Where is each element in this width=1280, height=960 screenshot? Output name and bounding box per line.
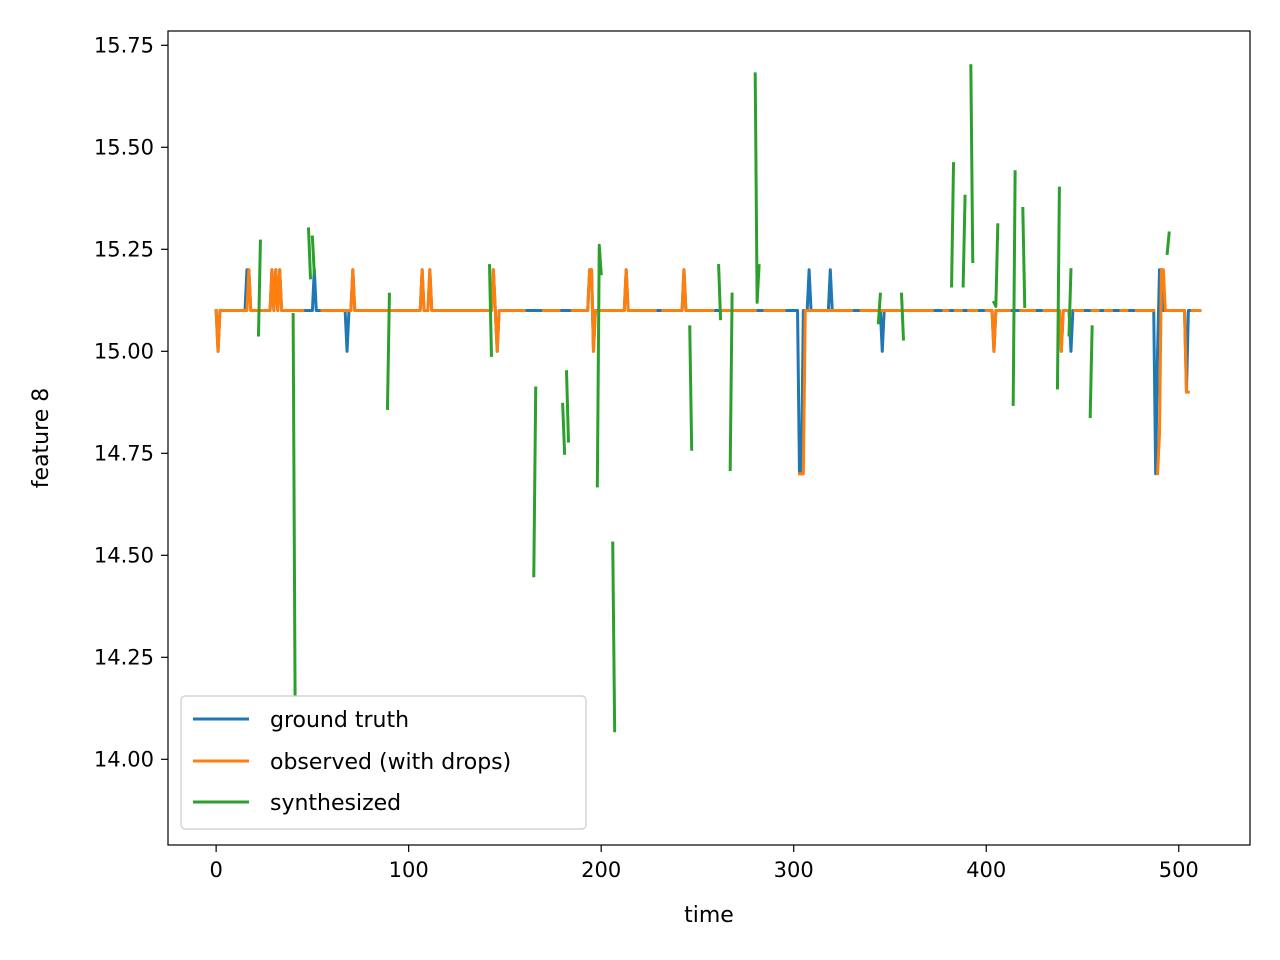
series-synthesized-segment — [876, 292, 882, 325]
series-synthesized-segment — [595, 243, 603, 488]
series-synthesized-segment — [753, 72, 761, 304]
series-synthesized-segment — [899, 292, 906, 341]
series-synthesized-segment — [564, 370, 571, 443]
legend-label-synthesized: synthesized — [270, 791, 401, 816]
series-observed-with-drops-segment — [1042, 308, 1069, 353]
x-tick-label: 0 — [209, 858, 222, 882]
series-synthesized-segment — [1088, 325, 1094, 419]
legend-box — [180, 695, 587, 830]
x-axis-label: time — [684, 903, 734, 928]
series-synthesized-segment — [961, 194, 967, 288]
series-synthesized-segment — [1011, 170, 1017, 406]
legend: ground truth observed (with drops) synth… — [180, 695, 587, 830]
x-tick-label: 300 — [774, 858, 814, 882]
series-layer — [214, 64, 1202, 733]
series-observed-with-drops-segment — [214, 268, 305, 353]
series-synthesized-segment — [611, 541, 617, 733]
series-synthesized-segment — [532, 386, 538, 578]
series-observed-with-drops-segment — [1156, 268, 1190, 476]
series-synthesized-segment — [256, 239, 262, 337]
series-observed-with-drops-segment — [661, 268, 715, 312]
series-synthesized-segment — [310, 235, 316, 276]
y-tick-label: 15.75 — [94, 33, 154, 57]
y-tick-label: 15.50 — [94, 135, 154, 159]
x-tick-label: 500 — [1159, 858, 1199, 882]
legend-label-observed: observed (with drops) — [270, 750, 511, 775]
y-tick-label: 15.00 — [94, 339, 154, 363]
y-axis-ticks: 14.00 14.25 14.50 14.75 15.00 15.25 15.50 15.75 — [94, 33, 168, 771]
series-synthesized-segment — [688, 325, 694, 451]
legend-label-ground-truth: ground truth — [270, 708, 409, 733]
series-synthesized-segment — [717, 264, 723, 321]
series-observed-with-drops-segment — [570, 268, 657, 353]
series-synthesized-segment — [991, 223, 1000, 308]
y-tick-label: 14.25 — [94, 645, 154, 669]
plot-frame — [167, 30, 1251, 846]
series-observed-with-drops-segment — [797, 308, 853, 476]
series-synthesized-segment — [487, 264, 493, 357]
x-tick-label: 400 — [966, 858, 1006, 882]
series-synthesized-segment — [969, 64, 975, 264]
series-observed-with-drops-segment — [320, 268, 526, 353]
y-tick-label: 14.00 — [94, 747, 154, 771]
series-synthesized-segment — [728, 292, 734, 472]
y-axis-label: feature 8 — [29, 388, 54, 488]
y-tick-label: 14.75 — [94, 441, 154, 465]
series-observed-with-drops — [214, 268, 1202, 476]
series-synthesized-segment — [306, 227, 313, 280]
y-tick-label: 14.50 — [94, 543, 154, 567]
series-observed-with-drops-segment — [984, 308, 1011, 353]
series-synthesized-segment — [561, 402, 567, 455]
x-axis-ticks: 0 100 200 300 400 500 — [209, 845, 1199, 882]
x-tick-label: 200 — [581, 858, 621, 882]
x-tick-label: 100 — [389, 858, 429, 882]
series-synthesized-segment — [1067, 268, 1073, 337]
series-synthesized-segment — [291, 313, 297, 696]
y-tick-label: 15.25 — [94, 237, 154, 261]
series-synthesized-segment — [1021, 206, 1027, 308]
series-synthesized-segment — [1165, 231, 1171, 256]
series-synthesized — [256, 64, 1171, 733]
series-synthesized-segment — [1055, 186, 1061, 390]
series-synthesized-segment — [385, 292, 391, 410]
series-synthesized-segment — [950, 162, 956, 288]
